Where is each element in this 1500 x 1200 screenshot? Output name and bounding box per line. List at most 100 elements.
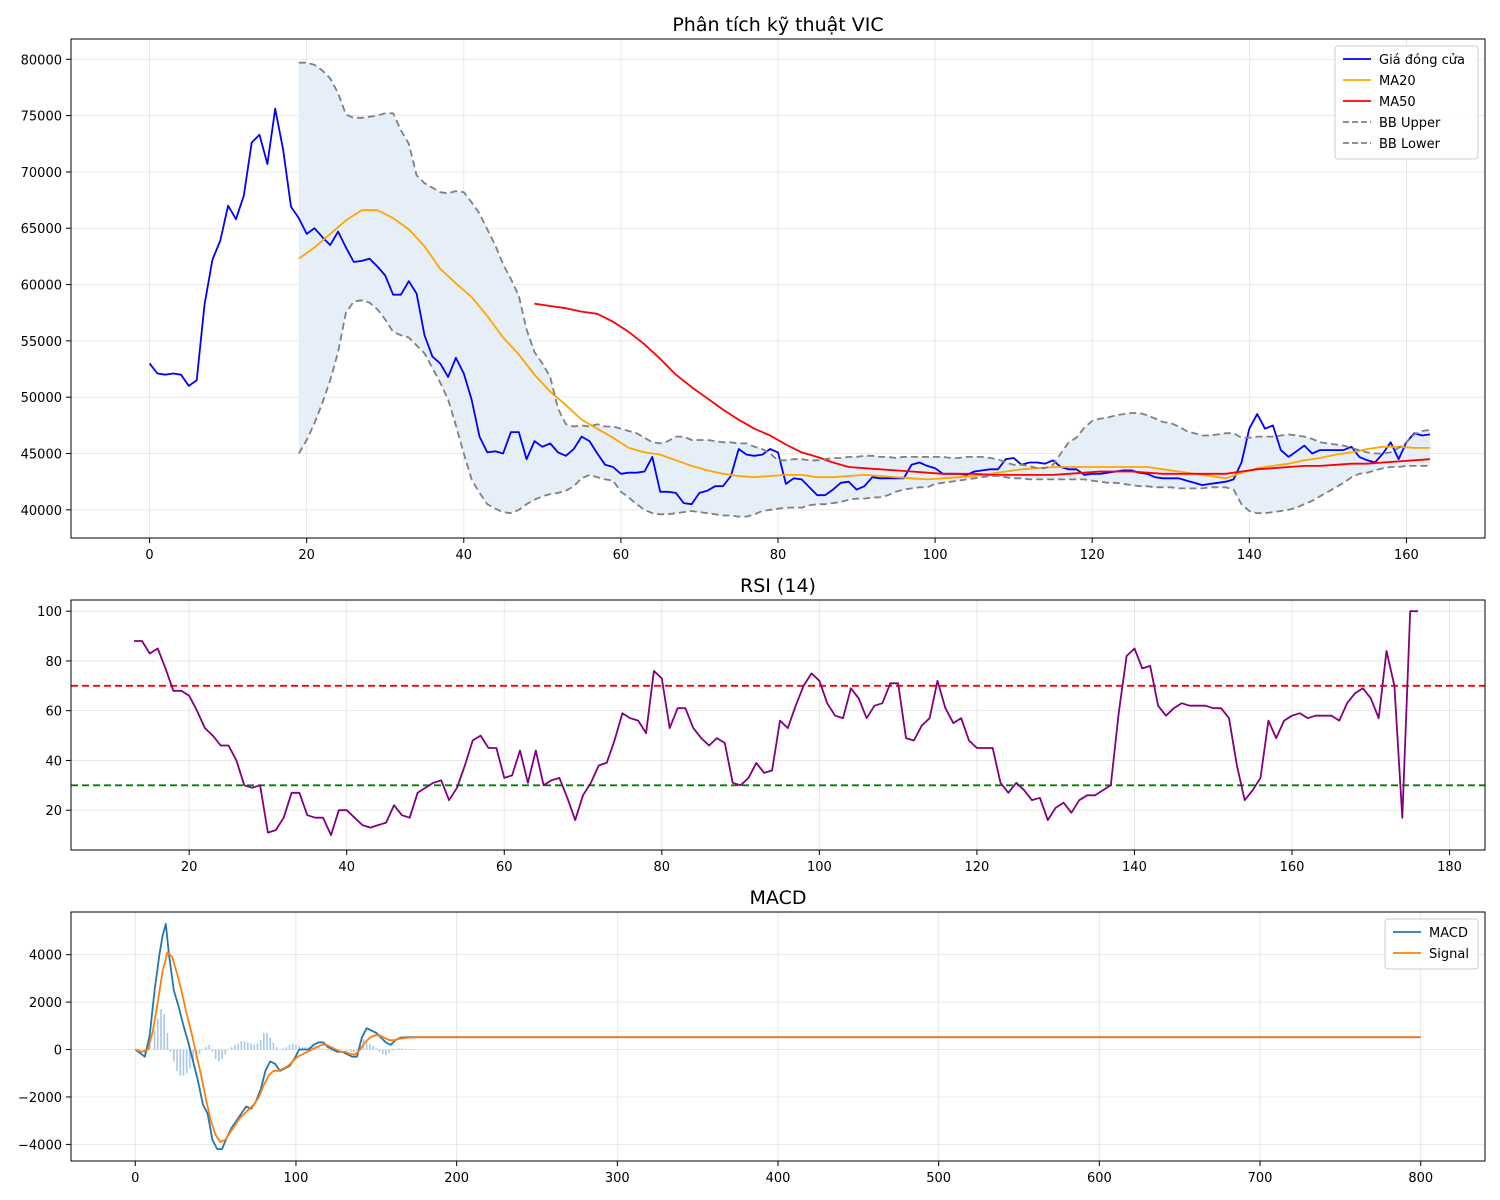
- x-tick-label: 140: [1237, 548, 1262, 563]
- histogram-bar: [388, 1049, 390, 1054]
- histogram-bar: [343, 1049, 345, 1051]
- x-tick-label: 0: [145, 548, 153, 563]
- histogram-bar: [298, 1045, 300, 1050]
- histogram-bar: [211, 1049, 214, 1052]
- x-tick-label: 80: [654, 860, 671, 875]
- histogram-bar: [230, 1047, 233, 1050]
- x-tick-label: 40: [338, 860, 355, 875]
- histogram-bar: [404, 1048, 407, 1050]
- histogram-bar: [285, 1047, 288, 1050]
- legend-price: Giá đóng cửa MA20 MA50 BB Upper BB Lower: [1334, 45, 1479, 160]
- histogram-bar: [176, 1049, 178, 1071]
- histogram-bar: [198, 1049, 201, 1055]
- histogram-bar: [407, 1049, 410, 1051]
- y-tick-label: 50000: [21, 391, 62, 406]
- histogram-bar: [237, 1043, 239, 1050]
- histogram-bar: [375, 1048, 378, 1050]
- series-line-bb_upper: [298, 61, 1431, 470]
- histogram-bar: [295, 1044, 297, 1050]
- x-tick-label: 80: [770, 548, 787, 563]
- series-line-ma50: [534, 302, 1431, 476]
- bollinger-band-fill: [298, 62, 1430, 517]
- histogram-bar: [275, 1047, 278, 1050]
- histogram-bar: [272, 1042, 275, 1050]
- histogram-bar: [391, 1049, 394, 1051]
- histogram-bar: [320, 1048, 323, 1050]
- y-tick-label: 65000: [21, 222, 62, 237]
- series-line-macd: [134, 923, 1421, 1150]
- y-tick-label: 60000: [21, 279, 62, 294]
- histogram-bar: [397, 1048, 400, 1050]
- legend-box: [1334, 45, 1479, 160]
- y-tick-label: −2000: [18, 1091, 62, 1106]
- legend-label: BB Upper: [1379, 116, 1441, 131]
- x-tick-label: 60: [496, 860, 513, 875]
- x-tick-label: 500: [926, 1171, 951, 1186]
- y-tick-label: 80: [45, 655, 62, 670]
- y-tick-label: 0: [54, 1044, 62, 1059]
- histogram-bar: [182, 1049, 185, 1076]
- y-tick-label: 2000: [29, 996, 62, 1011]
- histogram-bar: [192, 1049, 194, 1062]
- x-tick-label: 180: [1437, 860, 1462, 875]
- y-tick-label: 100: [37, 605, 62, 620]
- histogram-bar: [256, 1043, 259, 1050]
- x-tick-label: 700: [1248, 1171, 1273, 1186]
- histogram-bar: [378, 1049, 381, 1052]
- histogram-bar: [179, 1049, 182, 1076]
- histogram-bar: [227, 1049, 230, 1051]
- histogram-bar: [144, 1049, 146, 1055]
- macd-histogram: [134, 1009, 410, 1076]
- histogram-bar: [148, 1044, 151, 1050]
- histogram-bar: [369, 1043, 371, 1050]
- chart-title: RSI (14): [740, 575, 816, 597]
- x-tick-label: 60: [613, 548, 630, 563]
- histogram-bar: [381, 1049, 384, 1055]
- y-tick-label: 55000: [21, 335, 62, 350]
- x-tick-label: 120: [964, 860, 989, 875]
- histogram-bar: [346, 1049, 349, 1051]
- histogram-bar: [163, 1013, 165, 1050]
- histogram-bar: [301, 1047, 304, 1050]
- y-tick-label: 40000: [21, 504, 62, 519]
- histogram-bar: [218, 1049, 220, 1062]
- legend-label: Signal: [1429, 947, 1469, 962]
- histogram-bar: [372, 1045, 374, 1050]
- histogram-bar: [169, 1049, 172, 1052]
- series-line-signal: [134, 951, 1421, 1143]
- histogram-bar: [208, 1044, 210, 1050]
- histogram-bar: [266, 1032, 268, 1050]
- histogram-bar: [263, 1032, 265, 1050]
- legend-label: MACD: [1429, 926, 1468, 941]
- histogram-bar: [246, 1042, 249, 1050]
- x-tick-label: 100: [807, 860, 832, 875]
- histogram-bar: [304, 1047, 307, 1050]
- x-tick-label: 120: [1080, 548, 1105, 563]
- histogram-bar: [353, 1049, 355, 1052]
- histogram-bar: [349, 1049, 352, 1052]
- histogram-bar: [279, 1049, 281, 1051]
- histogram-bar: [240, 1041, 243, 1050]
- histogram-bar: [365, 1041, 368, 1050]
- x-tick-label: 20: [298, 548, 315, 563]
- y-tick-label: 40: [45, 754, 62, 769]
- histogram-bar: [166, 1032, 169, 1050]
- y-tick-label: 75000: [21, 110, 62, 125]
- y-tick-label: 80000: [21, 53, 62, 68]
- histogram-bar: [250, 1043, 252, 1050]
- histogram-bar: [234, 1044, 236, 1050]
- histogram-bar: [156, 1018, 159, 1050]
- legend-label: BB Lower: [1379, 137, 1441, 152]
- histogram-bar: [311, 1045, 313, 1050]
- histogram-bar: [288, 1044, 291, 1050]
- y-tick-label: 70000: [21, 166, 62, 181]
- x-tick-label: 100: [284, 1171, 309, 1186]
- x-tick-label: 0: [131, 1171, 139, 1186]
- histogram-bar: [291, 1043, 294, 1050]
- x-tick-label: 20: [181, 860, 198, 875]
- series-line-close: [148, 107, 1431, 506]
- series-line-rsi: [134, 610, 1418, 836]
- x-tick-label: 300: [605, 1171, 630, 1186]
- histogram-bar: [221, 1049, 223, 1060]
